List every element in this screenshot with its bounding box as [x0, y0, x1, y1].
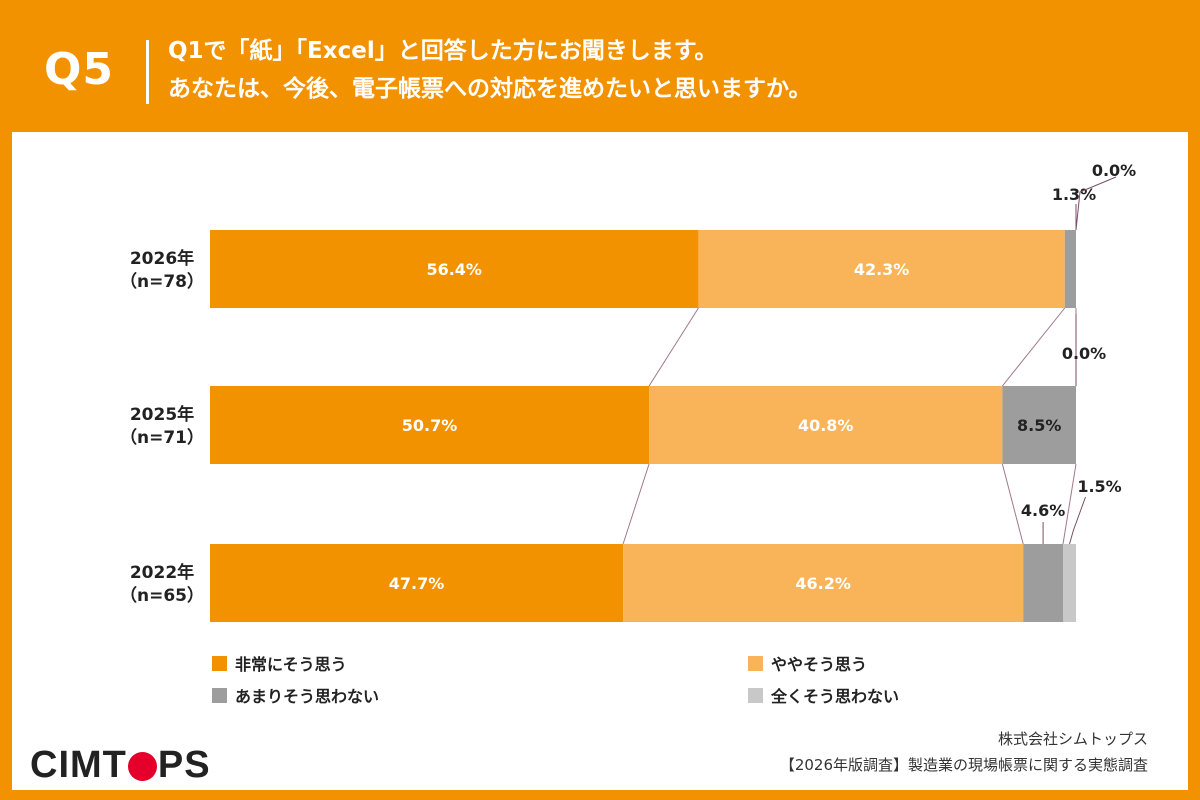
category-label-year: 2026年	[130, 248, 194, 269]
header: Q5 Q1で「紙」「Excel」と回答した方にお聞きします。 あなたは、今後、電…	[0, 0, 1200, 132]
bar-segment	[698, 230, 1065, 308]
connector-line	[622, 463, 650, 545]
data-label: 47.7%	[389, 574, 445, 593]
category-label-n: （n=78）	[120, 271, 204, 292]
bar-segment	[210, 386, 650, 464]
category-label-n: （n=71）	[120, 427, 204, 448]
data-label: 8.5%	[1017, 416, 1061, 435]
question-title-line1: Q1で「紙」「Excel」と回答した方にお聞きします。	[168, 38, 718, 64]
survey-name: 【2026年版調査】製造業の現場帳票に関する実態調査	[779, 756, 1148, 774]
connector-line	[1001, 307, 1066, 387]
company-name: 株式会社シムトップス	[997, 730, 1148, 748]
chart-panel: 2026年 （n=78） 2025年 （n=71） 2022年 （n=65） 56.4% 42…	[12, 132, 1188, 790]
logo-text-cimt: CIMT	[30, 744, 127, 786]
bar-segment	[1064, 230, 1076, 308]
data-label: 42.3%	[854, 260, 910, 279]
data-label: 0.0%	[1092, 161, 1136, 180]
bar-segment	[1023, 544, 1064, 622]
category-label-year: 2022年	[130, 562, 194, 583]
legend-swatch	[212, 655, 227, 671]
bar-segment	[649, 386, 1003, 464]
legend-swatch	[748, 655, 763, 671]
leader-line	[1075, 176, 1117, 231]
data-label: 40.8%	[798, 416, 854, 435]
legend-label: あまりそう思わない	[235, 687, 380, 706]
legend-label: 全くそう思わない	[771, 687, 900, 706]
legend-item-not-at-all: 全くそう思わない	[748, 683, 899, 707]
stacked-bar-chart: 2026年（n=78） 2025年（n=71） 2022年（n=65） 56.4% 42…	[120, 161, 1136, 622]
legend-swatch	[212, 687, 227, 703]
bar-segment	[623, 544, 1024, 622]
cimtops-logo: CIMT PS	[30, 744, 211, 787]
bar-segment	[1002, 386, 1076, 464]
data-label: 4.6%	[1021, 501, 1065, 520]
question-number: Q5	[44, 44, 115, 95]
legend-label: 非常にそう思う	[235, 655, 347, 674]
legend-item-very-much: 非常にそう思う	[212, 651, 347, 675]
legend-item-somewhat: ややそう思う	[748, 651, 867, 675]
data-label: 50.7%	[402, 416, 458, 435]
data-label: 56.4%	[426, 260, 482, 279]
category-label-n: （n=65）	[120, 585, 204, 606]
question-title-line2: あなたは、今後、電子帳票への対応を進めたいと思いますか。	[168, 76, 812, 102]
legend-item-not-much: あまりそう思わない	[212, 683, 379, 707]
data-label: 1.5%	[1077, 477, 1121, 496]
logo-text-ps: PS	[157, 744, 211, 786]
leader-line	[1069, 496, 1086, 545]
bar-segment	[210, 230, 699, 308]
connector-line	[1001, 463, 1024, 545]
bar-segment	[210, 544, 624, 622]
legend-swatch	[748, 687, 763, 703]
legend-label: ややそう思う	[771, 655, 868, 674]
bar-segment	[1063, 544, 1076, 622]
connector-line	[648, 307, 699, 387]
question-title: Q1で「紙」「Excel」と回答した方にお聞きします。 あなたは、今後、電子帳票…	[168, 32, 812, 108]
category-label-year: 2025年	[130, 404, 194, 425]
data-label: 46.2%	[795, 574, 851, 593]
connector-line	[1062, 463, 1077, 545]
logo-red-dot	[127, 752, 157, 781]
data-label: 0.0%	[1062, 344, 1106, 363]
header-divider	[146, 40, 149, 104]
